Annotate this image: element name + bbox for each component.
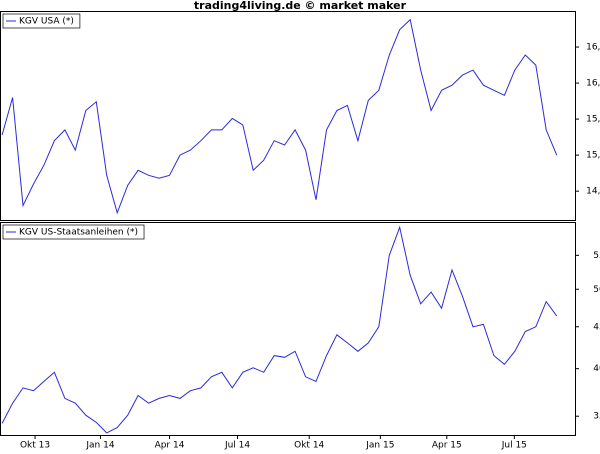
plot-frame	[0, 11, 576, 221]
legend-label: KGV US-Staatsanleihen (*)	[19, 228, 138, 238]
x-tick-label: Jul 14	[224, 441, 250, 451]
y-tick-label: 16,00	[586, 79, 600, 89]
y-tick-label: 15,00	[586, 151, 600, 161]
data-line	[1, 18, 558, 215]
legend-box	[2, 224, 145, 240]
x-tick-label: Jan 15	[365, 441, 394, 451]
y-tick-label: 50	[593, 285, 600, 295]
x-tick-label: Jul 15	[501, 441, 527, 451]
x-tick-label: Okt 14	[294, 441, 324, 451]
y-tick-label: 16,50	[586, 43, 600, 53]
x-tick-label: Jan 14	[85, 441, 114, 451]
x-tick-label: Okt 13	[20, 441, 50, 451]
y-tick-label: 55	[593, 251, 600, 261]
legend-box	[2, 13, 81, 29]
y-tick-label: 35	[593, 412, 600, 422]
y-tick-label: 14,50	[586, 187, 600, 197]
data-line	[1, 225, 558, 434]
chart-title: trading4living.de © market maker	[194, 0, 407, 12]
y-tick-label: 45	[593, 322, 600, 332]
x-tick-label: Apr 14	[155, 441, 185, 451]
x-tick-label: Apr 15	[432, 441, 462, 451]
y-tick-label: 15,50	[586, 115, 600, 125]
legend-label: KGV USA (*)	[19, 17, 74, 27]
y-tick-label: 40	[593, 364, 600, 374]
plot-frame	[0, 222, 576, 436]
